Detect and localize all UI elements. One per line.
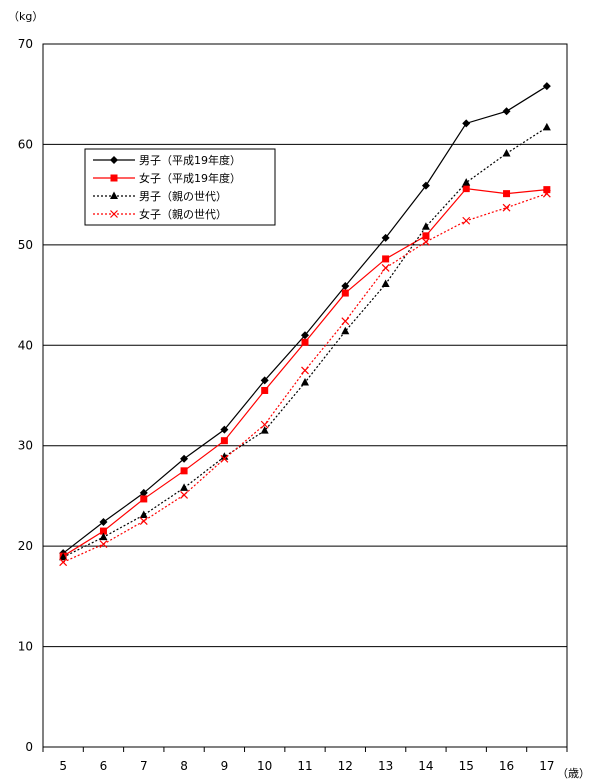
data-point	[99, 532, 108, 541]
data-point	[502, 148, 511, 157]
data-point	[260, 420, 269, 429]
legend-item: 女子（親の世代）	[93, 207, 227, 221]
data-point	[110, 210, 118, 218]
data-point	[542, 122, 551, 131]
data-point	[301, 366, 309, 375]
x-tick-label: 7	[140, 759, 148, 773]
data-point	[180, 467, 188, 475]
data-point	[381, 233, 390, 242]
data-point	[180, 454, 189, 463]
data-point	[260, 376, 269, 385]
series-lines	[59, 82, 551, 567]
y-tick-label: 0	[25, 740, 33, 754]
data-point	[503, 190, 511, 198]
legend-item: 男子（平成19年度）	[93, 153, 241, 167]
data-point	[220, 425, 229, 434]
data-point	[139, 488, 148, 497]
data-point	[59, 558, 68, 567]
plot-frame	[42, 43, 568, 748]
x-tick-label: 6	[100, 759, 108, 773]
data-point	[139, 517, 148, 525]
data-point	[180, 491, 189, 499]
data-point	[543, 186, 551, 194]
data-point	[421, 222, 430, 230]
axes	[42, 43, 568, 752]
data-point	[110, 174, 118, 182]
data-point	[140, 495, 148, 503]
data-point	[542, 189, 551, 198]
data-point	[502, 203, 511, 212]
x-tick-labels: 5 6 7 8 9 10 11 12 13 14 15 16 17	[59, 759, 554, 773]
x-tick-label: 17	[539, 759, 554, 773]
x-tick-label: 15	[459, 759, 474, 773]
x-tick-label: 5	[59, 759, 67, 773]
data-point	[382, 255, 390, 263]
series-line	[62, 187, 547, 557]
legend-label: 女子（平成19年度）	[139, 171, 241, 185]
series-group	[59, 122, 551, 561]
data-point	[261, 386, 269, 394]
y-tick-label: 20	[18, 539, 33, 553]
y-tick-label: 50	[18, 238, 33, 252]
data-point	[462, 178, 471, 186]
legend-box	[84, 148, 276, 226]
x-tick-label: 8	[180, 759, 188, 773]
data-point	[220, 454, 229, 463]
data-point	[381, 264, 390, 272]
x-tick-label: 9	[221, 759, 229, 773]
data-point	[341, 282, 350, 291]
x-tick-label: 11	[297, 759, 312, 773]
y-tick-label: 10	[18, 640, 33, 654]
data-point	[381, 279, 390, 288]
data-point	[99, 518, 108, 527]
data-point	[421, 181, 430, 190]
legend-item: 男子（親の世代）	[93, 190, 227, 203]
data-point	[462, 216, 471, 225]
x-tick-label: 13	[378, 759, 393, 773]
legend-item: 女子（平成19年度）	[93, 171, 241, 185]
y-tick-labels: 0 10 20 30 40 50 60 70	[18, 37, 33, 754]
data-point	[110, 191, 118, 199]
data-point	[341, 326, 350, 335]
data-point	[462, 185, 470, 193]
y-tick-label: 70	[18, 37, 33, 51]
data-point	[59, 552, 68, 561]
series-group	[59, 185, 551, 560]
data-point	[421, 237, 430, 246]
x-tick-label: 14	[418, 759, 433, 773]
data-point	[422, 232, 430, 240]
data-point	[220, 437, 228, 445]
data-point	[220, 452, 229, 460]
data-point	[139, 510, 148, 519]
data-point	[301, 338, 309, 346]
y-axis-unit-label: （kg）	[8, 10, 43, 23]
data-point	[462, 119, 471, 128]
series-group	[59, 189, 551, 567]
data-point	[341, 317, 350, 326]
data-point	[542, 82, 551, 91]
data-point	[99, 540, 108, 549]
data-point	[99, 527, 107, 535]
legend-label: 男子（平成19年度）	[139, 153, 241, 167]
data-point	[260, 426, 269, 434]
y-tick-label: 40	[18, 338, 33, 352]
x-tick-label: 12	[338, 759, 353, 773]
x-tick-label: 16	[499, 759, 514, 773]
data-point	[502, 107, 511, 116]
series-line	[62, 193, 548, 563]
y-tick-label: 30	[18, 439, 33, 453]
legend-label: 女子（親の世代）	[139, 207, 227, 221]
data-point	[180, 483, 189, 491]
legend-label: 男子（親の世代）	[139, 190, 227, 203]
x-tick-label: 10	[257, 759, 272, 773]
x-axis-unit-label: （歳）	[557, 767, 590, 780]
data-point	[301, 331, 309, 340]
y-tick-label: 60	[18, 137, 33, 151]
data-point	[110, 156, 118, 164]
data-point	[301, 377, 309, 386]
data-point	[341, 289, 349, 297]
legend: 男子（平成19年度） 女子（平成19年度） 男子（親の世代） 女子（親の世代）	[84, 148, 276, 226]
